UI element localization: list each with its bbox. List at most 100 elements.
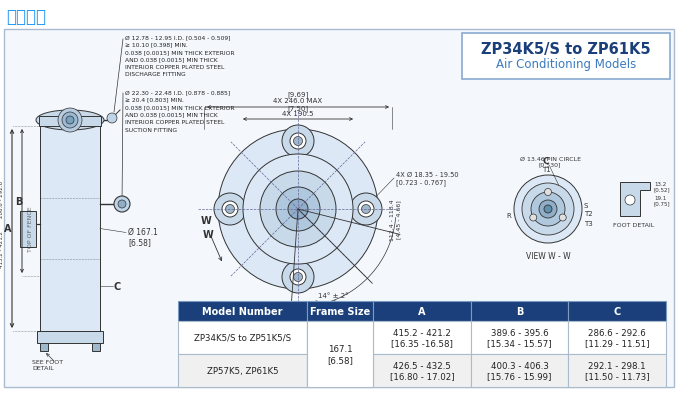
Circle shape bbox=[362, 205, 371, 214]
Circle shape bbox=[350, 193, 382, 225]
Text: C: C bbox=[613, 306, 621, 316]
Text: FOOT DETAIL: FOOT DETAIL bbox=[613, 222, 655, 227]
Text: 389.6 - 395.6
[15.34 - 15.57]: 389.6 - 395.6 [15.34 - 15.57] bbox=[488, 328, 552, 348]
Text: 112.4 - 118.4: 112.4 - 118.4 bbox=[390, 199, 395, 240]
Circle shape bbox=[290, 270, 306, 285]
Text: B: B bbox=[516, 306, 524, 316]
Circle shape bbox=[294, 137, 303, 146]
Bar bbox=[37, 331, 103, 343]
Text: 426.5 - 432.5
[16.80 - 17.02]: 426.5 - 432.5 [16.80 - 17.02] bbox=[390, 361, 454, 380]
Circle shape bbox=[58, 109, 82, 133]
Bar bbox=[568, 301, 666, 321]
Bar bbox=[307, 354, 373, 387]
Text: [4.45 - 4.66]: [4.45 - 4.66] bbox=[396, 200, 401, 239]
Text: Model Number: Model Number bbox=[203, 306, 283, 316]
Circle shape bbox=[107, 114, 117, 124]
Text: 415.2 - 421.2
[16.35 -16.58]: 415.2 - 421.2 [16.35 -16.58] bbox=[391, 328, 453, 348]
Circle shape bbox=[294, 273, 303, 282]
Bar bbox=[307, 321, 373, 354]
Text: R: R bbox=[506, 213, 511, 218]
Text: [0.723 - 0.767]: [0.723 - 0.767] bbox=[396, 179, 446, 186]
Polygon shape bbox=[620, 182, 650, 216]
Text: 286.6 - 292.6: 286.6 - 292.6 bbox=[0, 180, 5, 218]
Text: 14° ± 2°: 14° ± 2° bbox=[318, 292, 349, 298]
Circle shape bbox=[66, 117, 74, 125]
Bar bbox=[471, 321, 568, 354]
Bar bbox=[373, 354, 471, 387]
Circle shape bbox=[559, 214, 566, 221]
Text: 4X 190.5: 4X 190.5 bbox=[282, 111, 313, 117]
Text: AND 0.038 [0.0015] MIN THICK: AND 0.038 [0.0015] MIN THICK bbox=[125, 57, 218, 62]
Bar bbox=[373, 301, 471, 321]
Text: Ø 12.78 - 12.95 I.D. [0.504 - 0.509]: Ø 12.78 - 12.95 I.D. [0.504 - 0.509] bbox=[125, 35, 231, 40]
Text: INTERIOR COPPER PLATED STEEL: INTERIOR COPPER PLATED STEEL bbox=[125, 120, 224, 125]
Circle shape bbox=[288, 200, 308, 220]
Circle shape bbox=[530, 214, 537, 221]
Text: Ø 167.1
[6.58]: Ø 167.1 [6.58] bbox=[128, 227, 158, 247]
Text: 286.6 - 292.6
[11.29 - 11.51]: 286.6 - 292.6 [11.29 - 11.51] bbox=[585, 328, 649, 348]
Text: DISCHARGE FITTING: DISCHARGE FITTING bbox=[125, 72, 186, 77]
Circle shape bbox=[539, 200, 557, 218]
Text: 94° ± 5°: 94° ± 5° bbox=[255, 308, 286, 314]
Text: W: W bbox=[203, 229, 214, 239]
Text: ≥ 10.10 [0.398] MIN.: ≥ 10.10 [0.398] MIN. bbox=[125, 43, 188, 47]
Circle shape bbox=[625, 196, 635, 205]
Text: 4X Ø 18.35 - 19.50: 4X Ø 18.35 - 19.50 bbox=[396, 172, 458, 178]
Text: Ø 22.30 - 22.48 I.D. [0.878 - 0.885]: Ø 22.30 - 22.48 I.D. [0.878 - 0.885] bbox=[125, 90, 231, 95]
Text: Air Conditioning Models: Air Conditioning Models bbox=[496, 58, 636, 71]
Text: 292.1 - 298.1
[11.50 - 11.73]: 292.1 - 298.1 [11.50 - 11.73] bbox=[585, 361, 649, 380]
Text: ZP57K5, ZP61K5: ZP57K5, ZP61K5 bbox=[207, 366, 279, 375]
Circle shape bbox=[218, 130, 378, 289]
Circle shape bbox=[214, 193, 246, 225]
Circle shape bbox=[114, 196, 130, 213]
Text: SEE FOOT
DETAIL: SEE FOOT DETAIL bbox=[32, 359, 63, 370]
Bar bbox=[568, 321, 666, 354]
Text: C: C bbox=[114, 281, 121, 291]
Text: VIEW W - W: VIEW W - W bbox=[526, 252, 571, 261]
Bar bbox=[373, 321, 471, 354]
Circle shape bbox=[514, 175, 582, 243]
Circle shape bbox=[276, 188, 320, 231]
Circle shape bbox=[545, 189, 551, 196]
Text: T1: T1 bbox=[542, 166, 550, 173]
Circle shape bbox=[226, 205, 235, 214]
Text: [7.50]: [7.50] bbox=[288, 105, 309, 112]
Text: AND 0.038 [0.0015] MIN THICK: AND 0.038 [0.0015] MIN THICK bbox=[125, 112, 218, 117]
Circle shape bbox=[62, 113, 78, 129]
Text: SUCTION FITTING: SUCTION FITTING bbox=[125, 127, 177, 132]
Text: ZP34K5/S to ZP51K5/S: ZP34K5/S to ZP51K5/S bbox=[194, 333, 291, 342]
Text: S: S bbox=[584, 202, 588, 209]
Bar bbox=[471, 301, 568, 321]
Text: 400.3 - 406.3
[15.76 - 15.99]: 400.3 - 406.3 [15.76 - 15.99] bbox=[488, 361, 551, 380]
Bar bbox=[462, 34, 670, 80]
Bar bbox=[20, 211, 36, 247]
Bar bbox=[40, 343, 48, 351]
Text: C: C bbox=[543, 157, 549, 166]
Bar bbox=[178, 301, 307, 321]
Circle shape bbox=[531, 193, 565, 227]
Text: [9.69]: [9.69] bbox=[288, 91, 309, 98]
Circle shape bbox=[118, 200, 126, 209]
Bar bbox=[307, 301, 373, 321]
Bar bbox=[92, 343, 100, 351]
Bar bbox=[471, 354, 568, 387]
Circle shape bbox=[260, 172, 336, 247]
Text: Frame Size: Frame Size bbox=[310, 306, 371, 316]
Text: 0.038 [0.0015] MIN THICK EXTERIOR: 0.038 [0.0015] MIN THICK EXTERIOR bbox=[125, 105, 235, 110]
Text: A: A bbox=[418, 306, 426, 316]
Text: 45° ± 4°: 45° ± 4° bbox=[306, 300, 337, 306]
Text: T3: T3 bbox=[584, 220, 593, 227]
Text: Ø 13.46 PIN CIRCLE: Ø 13.46 PIN CIRCLE bbox=[520, 157, 581, 162]
Text: T2: T2 bbox=[584, 211, 593, 216]
Text: [0.530]: [0.530] bbox=[539, 162, 561, 166]
Circle shape bbox=[522, 184, 574, 236]
Text: 167.1
[6.58]: 167.1 [6.58] bbox=[327, 328, 353, 348]
Bar bbox=[307, 321, 373, 387]
Text: TOP OF FENCE: TOP OF FENCE bbox=[27, 206, 33, 252]
Bar bbox=[4, 30, 674, 387]
Text: INTERIOR COPPER PLATED STEEL: INTERIOR COPPER PLATED STEEL bbox=[125, 65, 224, 70]
Text: 19.1
[0.75]: 19.1 [0.75] bbox=[654, 195, 670, 206]
Bar bbox=[40, 127, 100, 331]
Text: B: B bbox=[16, 196, 22, 207]
Circle shape bbox=[544, 205, 552, 213]
